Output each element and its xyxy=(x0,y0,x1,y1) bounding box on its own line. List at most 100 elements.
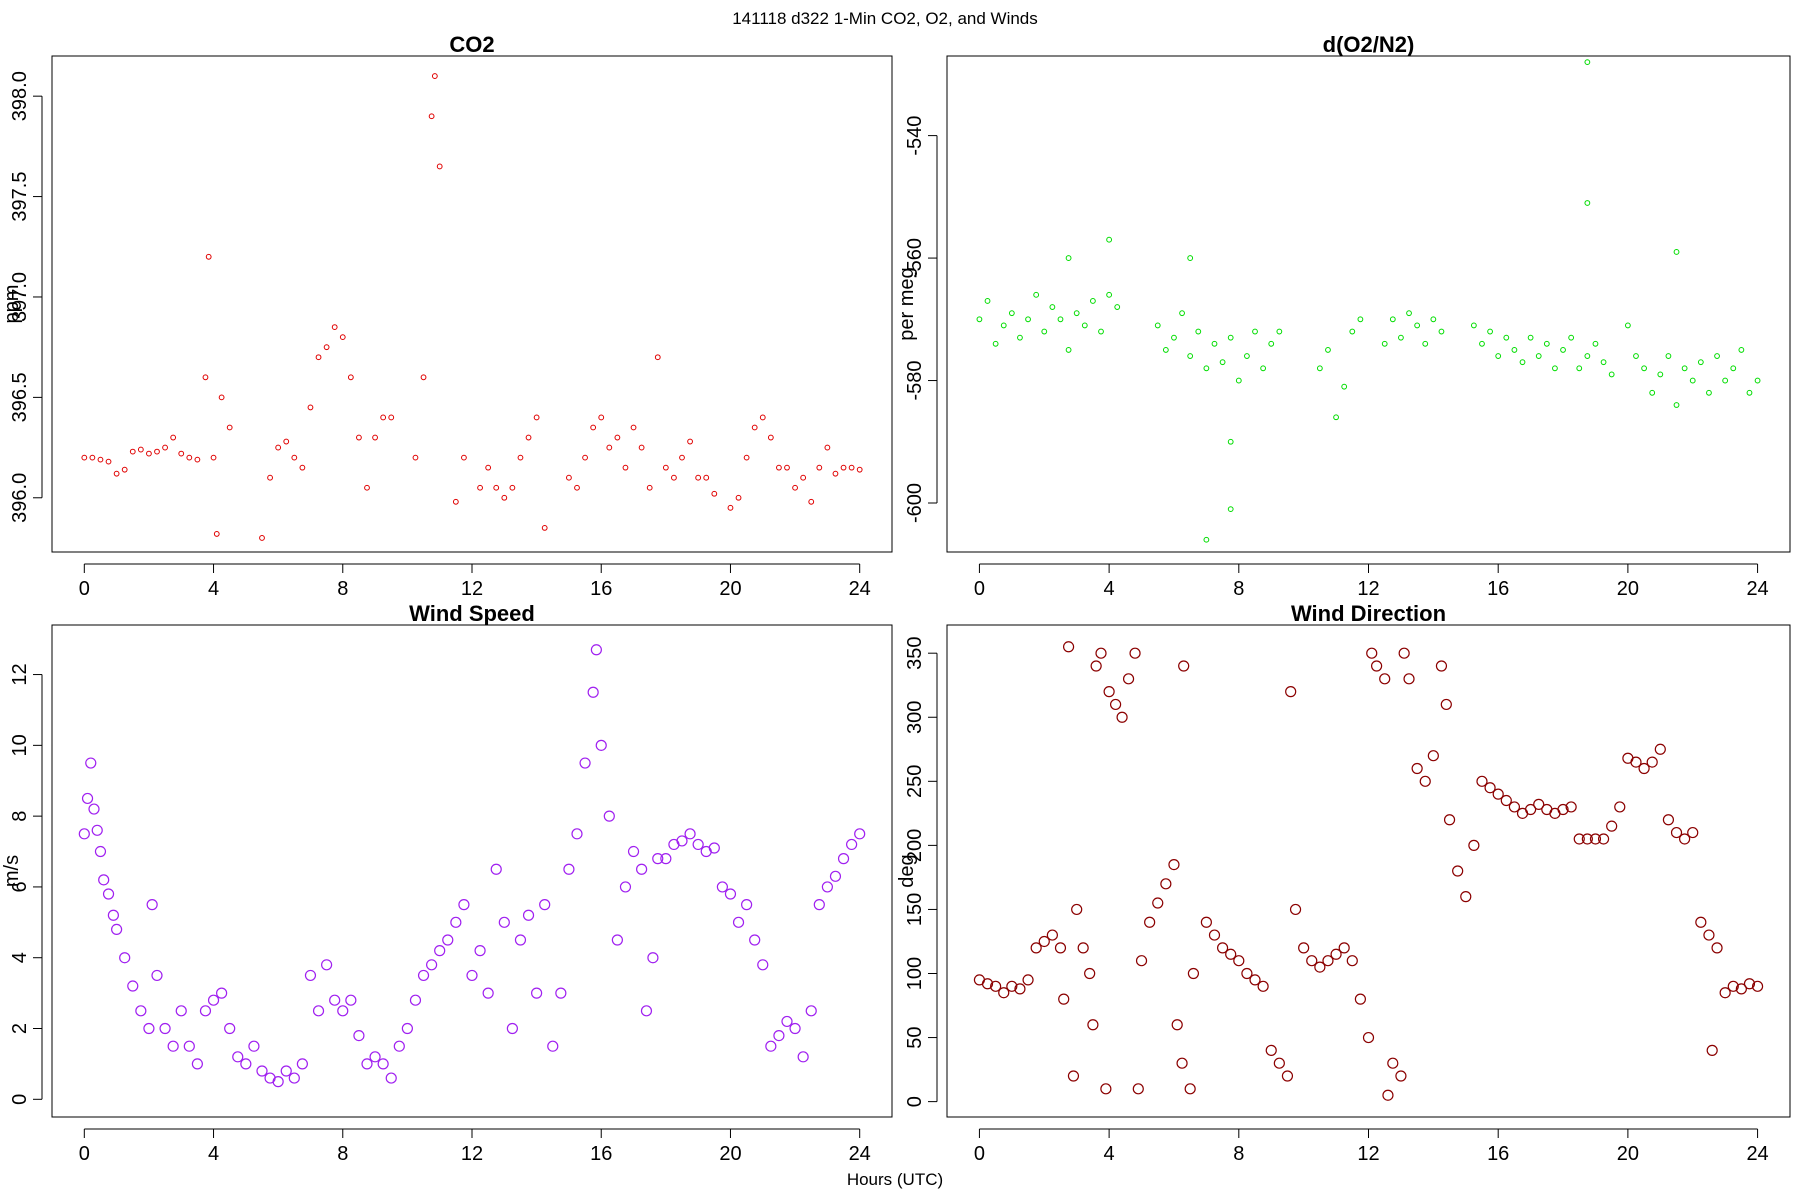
wind-direction-point xyxy=(1109,698,1122,711)
o2-point xyxy=(1260,365,1267,372)
wind-speed-point xyxy=(88,803,100,815)
o2-point xyxy=(1349,328,1356,335)
wind-direction-point xyxy=(1565,801,1577,813)
wind-direction-point xyxy=(1062,641,1075,653)
wind-direction-point xyxy=(1273,1057,1285,1069)
o2-point xyxy=(1608,371,1615,378)
wind-speed-x-tick-label: 12 xyxy=(461,1143,483,1165)
co2-point xyxy=(792,484,798,491)
wind-speed-point xyxy=(619,881,632,893)
co2-point xyxy=(315,354,322,361)
wind-direction-point xyxy=(1338,942,1350,954)
o2-point xyxy=(1503,334,1510,341)
wind-speed-point xyxy=(660,853,672,865)
o2-point xyxy=(1754,377,1761,384)
o2-point xyxy=(1527,334,1534,341)
wind-direction-point xyxy=(1411,762,1423,775)
o2-point xyxy=(1519,359,1526,366)
o2-x-tick-label: 0 xyxy=(974,578,985,600)
wind-speed-point xyxy=(119,952,131,964)
wind-speed-point xyxy=(829,870,842,882)
wind-speed-point xyxy=(603,810,615,822)
wind-direction-point xyxy=(1557,803,1569,816)
wind-direction-y-axis: 0 50 100 150 200 250 300 350 xyxy=(904,637,938,1107)
co2-x-tick-label: 4 xyxy=(208,578,219,600)
wind-direction-point xyxy=(1184,1083,1196,1095)
o2-y-tick-label: -560 xyxy=(904,238,926,278)
o2-point xyxy=(1641,365,1647,372)
wind-speed-point xyxy=(813,899,825,911)
co2-point xyxy=(202,374,209,381)
co2-point xyxy=(646,484,653,491)
wind-direction-point xyxy=(1249,974,1261,986)
wind-direction-point xyxy=(1452,865,1464,877)
wind-direction-point xyxy=(1403,673,1415,685)
o2-point xyxy=(1090,298,1096,304)
wind-direction-point xyxy=(1719,987,1731,999)
o2-point xyxy=(1746,389,1753,396)
wind-speed-point xyxy=(256,1065,268,1077)
co2-point xyxy=(431,73,438,79)
wind-direction-point xyxy=(1187,967,1200,980)
o2-point xyxy=(1114,304,1121,310)
o2-point xyxy=(1057,316,1064,323)
wind-direction-point xyxy=(1116,711,1128,723)
o2-point xyxy=(1495,353,1502,359)
co2-point xyxy=(654,354,661,361)
co2-title: CO2 xyxy=(449,32,494,57)
wind-direction-point xyxy=(1654,743,1666,755)
wind-direction-y-tick-label: 100 xyxy=(904,957,926,990)
o2-point xyxy=(1389,316,1396,323)
wind-direction-point xyxy=(1735,983,1747,995)
wind-direction-y-tick-label: 0 xyxy=(904,1096,926,1107)
co2-point xyxy=(170,434,177,441)
wind-speed-x-tick-label: 4 xyxy=(208,1143,219,1165)
wind-direction-x-tick-label: 4 xyxy=(1104,1143,1115,1165)
o2-point xyxy=(1381,340,1388,347)
wind-speed-point xyxy=(91,824,103,836)
co2-point xyxy=(146,450,152,457)
co2-point xyxy=(137,446,144,453)
wind-direction-point xyxy=(1054,942,1067,954)
o2-x-tick-label: 12 xyxy=(1357,578,1379,600)
wind-direction-point xyxy=(1687,826,1699,839)
wind-direction-y-tick-label: 200 xyxy=(904,829,926,862)
wind-speed-point xyxy=(304,969,317,982)
wind-direction-point xyxy=(1322,955,1334,967)
co2-point xyxy=(743,454,750,461)
wind-speed-y-axis-label: m/s xyxy=(1,855,23,887)
o2-y-tick-label: -540 xyxy=(904,116,926,156)
wind-direction-point xyxy=(1614,801,1626,813)
co2-point xyxy=(679,454,685,461)
co2-point xyxy=(81,454,88,461)
o2-point xyxy=(1065,347,1072,353)
wind-direction-point xyxy=(1398,647,1410,659)
wind-direction-point xyxy=(1419,775,1431,787)
co2-point xyxy=(129,448,136,455)
o2-point xyxy=(1722,377,1729,384)
wind-direction-point xyxy=(1122,673,1135,685)
wind-direction-point xyxy=(1038,935,1050,948)
wind-direction-point xyxy=(1500,794,1512,807)
wind-speed-point xyxy=(676,835,688,847)
wind-speed-point xyxy=(611,934,623,946)
co2-point xyxy=(759,414,766,421)
wind-direction-x-tick-label: 8 xyxy=(1233,1143,1244,1165)
o2-point xyxy=(1227,334,1234,341)
co2-point xyxy=(622,464,629,471)
co2-y-tick-label: 396.5 xyxy=(9,372,31,422)
wind-speed-point xyxy=(345,994,357,1006)
wind-speed-plot-frame xyxy=(51,624,893,1118)
wind-direction-point xyxy=(1395,1070,1407,1082)
co2-x-axis: 0 4 8 12 16 20 24 xyxy=(79,563,871,600)
wind-speed-point xyxy=(587,686,599,698)
co2-x-tick-label: 20 xyxy=(719,578,741,600)
wind-speed-point xyxy=(732,916,745,928)
co2-y-axis: 396.0 396.5 397.0 397.5 398.0 xyxy=(9,71,43,523)
co2-point xyxy=(267,474,273,481)
wind-direction-plot-frame xyxy=(946,624,1791,1118)
wind-speed-point xyxy=(224,1022,236,1035)
wind-speed-point xyxy=(337,1005,349,1017)
co2-point xyxy=(517,454,524,461)
